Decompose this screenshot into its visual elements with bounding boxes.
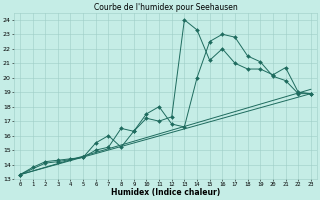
Title: Courbe de l'humidex pour Seehausen: Courbe de l'humidex pour Seehausen xyxy=(93,3,237,12)
X-axis label: Humidex (Indice chaleur): Humidex (Indice chaleur) xyxy=(111,188,220,197)
